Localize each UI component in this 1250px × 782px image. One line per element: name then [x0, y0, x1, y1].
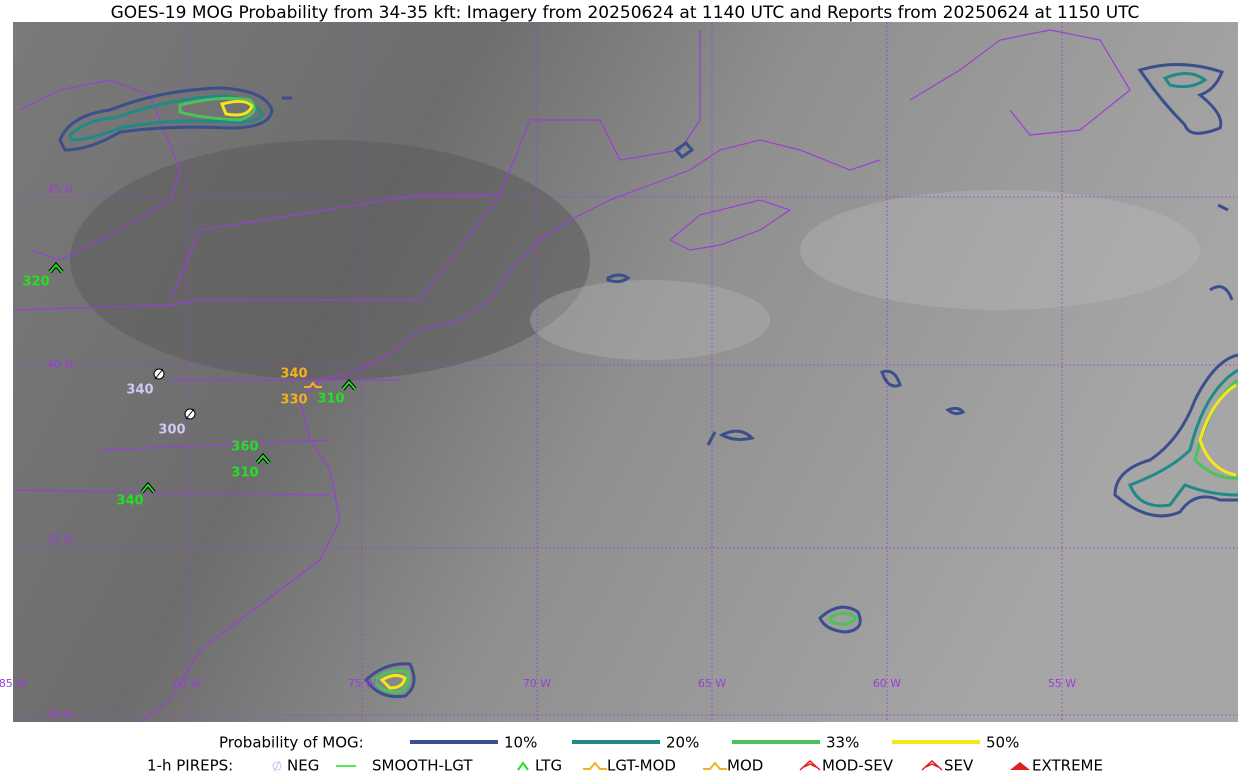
lon-label: 80 W: [173, 677, 201, 690]
legend-label: 10%: [504, 734, 537, 752]
neg-symbol: [185, 408, 195, 420]
legend-icon: [799, 759, 821, 771]
report-label: 300: [158, 423, 185, 438]
coastline: [668, 199, 792, 251]
title: GOES-19 MOG Probability from 34-35 kft: …: [111, 3, 1140, 23]
map-area: [13, 22, 1238, 722]
lon-label: 65 W: [698, 677, 726, 690]
report-label: 360: [231, 440, 258, 455]
contour-10: [1137, 63, 1224, 135]
legend-label: 33%: [826, 734, 859, 752]
report-label: 320: [22, 275, 49, 290]
ltg-symbol: [256, 454, 270, 464]
lon-label: 85 W: [0, 677, 27, 690]
ltg-symbol: [141, 483, 155, 493]
contours: [58, 63, 1238, 699]
report-label: 330: [280, 393, 307, 408]
ltg-symbol: [49, 263, 63, 273]
contour-50: [1198, 383, 1237, 477]
ltg-symbol: [342, 380, 356, 390]
contour-10: [364, 662, 416, 699]
report-label: 340: [280, 367, 307, 382]
legend-label: NEG: [287, 757, 319, 775]
neg-symbol: [154, 368, 164, 380]
legend-title: Probability of MOG:: [219, 734, 364, 752]
lat-label: 30 N: [47, 708, 73, 721]
legend: Probability of MOG: 10% 20% 33% 50% 1-h PIREP…: [147, 734, 1103, 775]
coastline: [139, 519, 341, 722]
report-label: 310: [317, 392, 344, 407]
contour-20: [68, 94, 264, 142]
dry-region: [70, 140, 590, 380]
cloud-band: [800, 190, 1200, 310]
report-label: 340: [126, 383, 153, 398]
legend-label: MOD-SEV: [822, 757, 894, 775]
lat-label: 40 N: [47, 358, 73, 371]
lat-label: 35 N: [47, 533, 73, 546]
lat-label: 45 N: [47, 183, 73, 196]
contour-50: [219, 99, 254, 117]
coastlines: [13, 29, 1131, 722]
legend-label: LTG: [535, 757, 562, 775]
legend-label: 50%: [986, 734, 1019, 752]
contour-50: [379, 673, 407, 690]
lon-label: 60 W: [873, 677, 901, 690]
contour-20: [1128, 368, 1238, 508]
contour-33: [372, 669, 410, 694]
legend-icon: [583, 761, 607, 770]
report-label: 310: [231, 466, 258, 481]
satellite-imagery: [13, 22, 1238, 722]
legend-title: 1-h PIREPS:: [147, 757, 233, 775]
legend-label: LGT-MOD: [607, 757, 676, 775]
contour-33: [178, 96, 256, 122]
report-label: 340: [116, 494, 143, 509]
legend-icon: [273, 760, 281, 772]
contour-10: [1113, 353, 1238, 518]
pirep-symbols: [48, 261, 357, 494]
contour-10: [606, 140, 1234, 446]
legend-icon: [703, 761, 727, 770]
legend-label: EXTREME: [1032, 757, 1103, 775]
legend-label: MOD: [727, 757, 763, 775]
lon-label: 55 W: [1048, 677, 1076, 690]
lon-label: 70 W: [523, 677, 551, 690]
legend-label: SEV: [944, 757, 974, 775]
border: [13, 194, 502, 311]
lon-label: 75 W: [348, 677, 376, 690]
coastline: [299, 139, 881, 521]
contour-33: [828, 611, 859, 626]
coastline: [19, 79, 181, 261]
legend-icon: [272, 761, 282, 771]
mod-symbol: [304, 381, 322, 388]
legend-label: 20%: [666, 734, 699, 752]
cloud-band: [530, 280, 770, 360]
border: [499, 30, 701, 196]
coastline: [909, 29, 1131, 136]
legend-label: SMOOTH-LGT: [372, 757, 473, 775]
contour-20: [1162, 72, 1208, 89]
labels: 45 N 40 N 35 N 30 N 85 W 80 W 75 W 70 W 65 W 60 W…: [0, 183, 1076, 721]
legend-icon: [921, 759, 943, 771]
legend-icon: [1010, 762, 1030, 770]
contour-10: [58, 86, 274, 152]
legend-icon: [517, 761, 529, 771]
contour-10: [818, 605, 862, 634]
